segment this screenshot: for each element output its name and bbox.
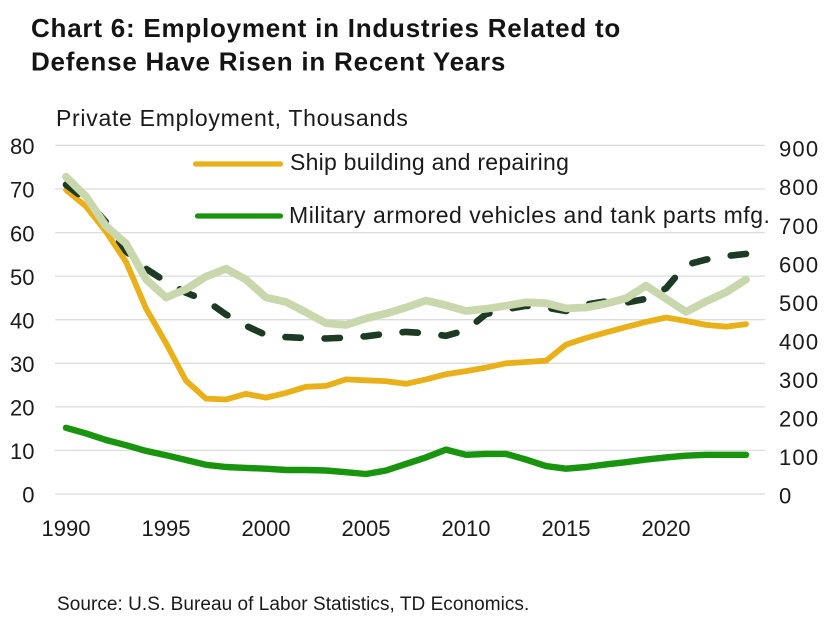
svg-text:1990: 1990 (42, 516, 91, 541)
svg-text:Chart 6: Employment in Industr: Chart 6: Employment in Industries Relate… (31, 13, 621, 43)
svg-text:2000: 2000 (242, 516, 291, 541)
svg-text:600: 600 (779, 252, 819, 277)
svg-text:900: 900 (779, 137, 819, 162)
svg-text:40: 40 (10, 308, 34, 333)
svg-text:80: 80 (10, 134, 34, 159)
svg-text:70: 70 (10, 178, 34, 203)
svg-text:500: 500 (779, 291, 819, 316)
svg-text:700: 700 (779, 214, 819, 239)
svg-text:2010: 2010 (442, 516, 491, 541)
svg-text:800: 800 (779, 175, 819, 200)
svg-text:Ship building and repairing: Ship building and repairing (290, 149, 569, 175)
svg-text:30: 30 (10, 352, 34, 377)
svg-text:200: 200 (779, 406, 819, 431)
svg-text:Source: U.S. Bureau of Labor S: Source: U.S. Bureau of Labor Statistics,… (57, 594, 529, 615)
svg-text:0: 0 (779, 483, 792, 508)
svg-text:2020: 2020 (642, 516, 691, 541)
svg-text:100: 100 (779, 445, 819, 470)
svg-text:20: 20 (10, 396, 34, 421)
svg-text:2005: 2005 (342, 516, 391, 541)
svg-text:400: 400 (779, 329, 819, 354)
svg-text:2015: 2015 (542, 516, 591, 541)
svg-text:Private Employment, Thousands: Private Employment, Thousands (56, 105, 409, 131)
svg-text:1995: 1995 (142, 516, 191, 541)
svg-text:Military armored vehicles and: Military armored vehicles and tank parts… (289, 202, 770, 228)
svg-text:Defense Have Risen in Recent Y: Defense Have Risen in Recent Years (31, 47, 506, 77)
svg-text:60: 60 (10, 221, 34, 246)
svg-text:50: 50 (10, 265, 34, 290)
svg-text:300: 300 (779, 368, 819, 393)
svg-text:0: 0 (22, 483, 34, 508)
svg-text:10: 10 (10, 439, 34, 464)
